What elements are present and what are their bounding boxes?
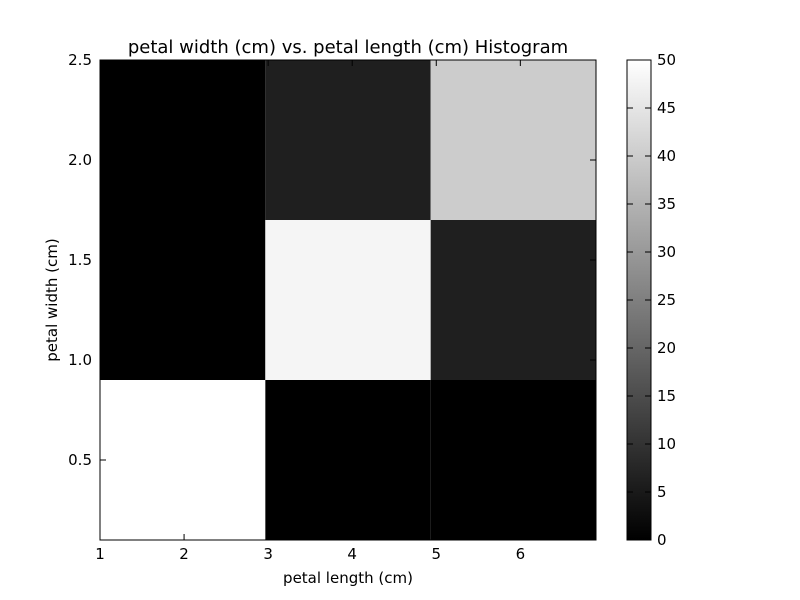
x-tick-label: 2 <box>179 545 189 563</box>
histogram-cell <box>430 220 596 380</box>
x-tick-label: 6 <box>516 545 526 563</box>
histogram-cell <box>265 60 431 220</box>
colorbar-tick-label: 40 <box>657 147 676 165</box>
x-axis-label: petal length (cm) <box>283 569 413 587</box>
colorbar-tick-label: 20 <box>657 339 676 357</box>
histogram-cell <box>430 380 596 540</box>
colorbar-tick-label: 15 <box>657 387 676 405</box>
chart-title: petal width (cm) vs. petal length (cm) H… <box>128 37 568 58</box>
histogram-cell <box>265 220 431 380</box>
y-tick-label: 2.0 <box>68 151 92 169</box>
histogram-cell <box>100 220 266 380</box>
colorbar-tick-label: 0 <box>657 531 667 549</box>
colorbar-tick-label: 25 <box>657 291 676 309</box>
histogram-cell <box>265 380 431 540</box>
y-tick-label: 1.0 <box>68 351 92 369</box>
y-axis-label: petal width (cm) <box>43 238 61 361</box>
x-tick-label: 4 <box>347 545 357 563</box>
y-tick-label: 0.5 <box>68 451 92 469</box>
colorbar-tick-label: 10 <box>657 435 676 453</box>
y-tick-label: 1.5 <box>68 251 92 269</box>
x-tick-label: 5 <box>431 545 441 563</box>
histogram-cell <box>430 60 596 220</box>
colorbar-tick-label: 5 <box>657 483 667 501</box>
histogram-cell <box>100 380 266 540</box>
y-tick-label: 2.5 <box>68 51 92 69</box>
colorbar: 0 5 10 15 20 25 30 35 40 45 50 <box>626 51 676 549</box>
histogram-cell <box>100 60 266 220</box>
y-axis: 0.5 1.0 1.5 2.0 2.5 <box>68 51 596 469</box>
x-tick-label: 1 <box>95 545 105 563</box>
colorbar-tick-label: 35 <box>657 195 676 213</box>
plot-frame <box>99 59 597 541</box>
colorbar-tick-label: 30 <box>657 243 676 261</box>
x-axis: 1 2 3 4 5 6 <box>95 60 525 563</box>
colorbar-tick-label: 45 <box>657 99 676 117</box>
x-tick-label: 3 <box>263 545 273 563</box>
colorbar-tick-label: 50 <box>657 51 676 69</box>
histogram-cells <box>100 60 596 540</box>
